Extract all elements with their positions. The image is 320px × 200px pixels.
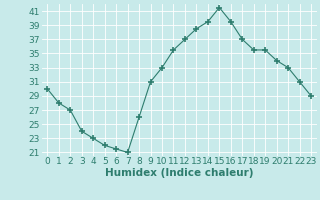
X-axis label: Humidex (Indice chaleur): Humidex (Indice chaleur) (105, 168, 253, 178)
